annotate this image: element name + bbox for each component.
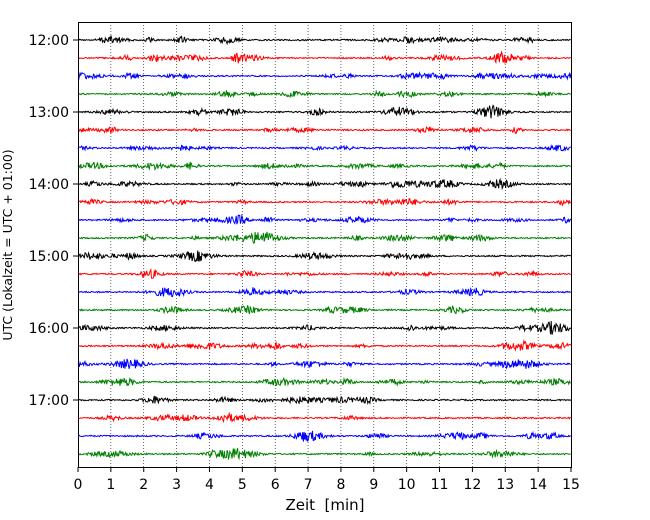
seismogram-trace [77, 231, 572, 244]
seismogram-trace [77, 104, 571, 119]
y-tick-label: 13:00 [29, 105, 69, 121]
seismogram-trace [77, 430, 572, 442]
x-axis-ticks: 0 1 2 3 4 5 6 7 8 9 10 11 12 13 14 15 [74, 467, 580, 493]
vertical-gridlines [110, 22, 539, 467]
x-tick-label: 2 [139, 477, 148, 493]
seismogram-trace [77, 267, 571, 279]
seismogram-trace [77, 250, 572, 262]
seismogram-trace [77, 286, 572, 298]
y-tick-label: 16:00 [29, 321, 69, 337]
x-tick-label: 11 [431, 477, 449, 493]
y-axis-ticks: 12:00 13:00 14:00 15:00 16:00 17:00 [29, 33, 78, 409]
x-tick-label: 8 [336, 477, 345, 493]
seismogram-trace [77, 71, 572, 81]
x-tick-label: 10 [398, 477, 416, 493]
seismogram-trace [77, 358, 571, 370]
y-tick-label: 15:00 [29, 249, 69, 265]
x-tick-label: 4 [205, 477, 214, 493]
x-tick-label: 5 [238, 477, 247, 493]
seismogram-trace [77, 213, 572, 225]
plot-frame [78, 22, 572, 468]
seismogram-trace [77, 89, 571, 99]
x-tick-label: 15 [562, 477, 580, 493]
seismogram-trace [77, 198, 572, 207]
x-tick-label: 7 [304, 477, 313, 493]
seismogram-trace [77, 339, 572, 352]
seismogram-trace [77, 35, 571, 46]
seismogram-traces [77, 35, 572, 461]
y-axis-label: UTC (Lokalzeit = UTC + 01:00) [0, 149, 15, 340]
x-tick-label: 13 [496, 477, 514, 493]
seismogram-trace [77, 321, 572, 335]
seismogram-trace [77, 304, 572, 315]
seismogram-trace [77, 161, 572, 171]
y-tick-label: 14:00 [29, 177, 69, 193]
x-tick-label: 12 [463, 477, 481, 493]
seismogram-trace [77, 50, 571, 65]
y-tick-label: 17:00 [29, 393, 69, 409]
seismogram-trace [77, 177, 572, 191]
x-tick-label: 9 [369, 477, 378, 493]
x-tick-label: 1 [106, 477, 115, 493]
x-tick-label: 3 [172, 477, 181, 493]
y-tick-label: 12:00 [29, 33, 69, 49]
seismogram-trace [77, 411, 571, 424]
seismogram-trace [77, 377, 571, 387]
x-tick-label: 14 [529, 477, 547, 493]
x-axis-label: Zeit [min] [285, 496, 364, 514]
x-tick-label: 6 [271, 477, 280, 493]
seismogram-trace [77, 143, 572, 152]
seismogram-trace [77, 448, 571, 461]
seismogram-trace [77, 395, 572, 406]
x-tick-label: 0 [74, 477, 83, 493]
seismogram-trace [77, 125, 572, 135]
